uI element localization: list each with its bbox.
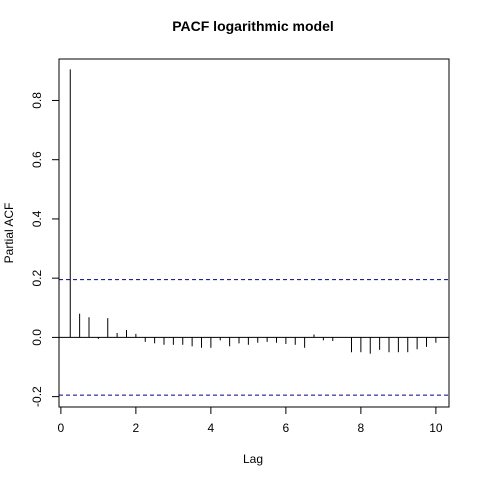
- x-tick-label: 2: [133, 421, 140, 435]
- x-tick-label: 6: [283, 421, 290, 435]
- x-tick-label: 0: [58, 421, 65, 435]
- pacf-bars: [69, 69, 437, 354]
- y-tick-label: 0.8: [30, 92, 44, 109]
- x-tick-label: 4: [208, 421, 215, 435]
- y-tick-label: 0.2: [30, 270, 44, 287]
- y-axis: -0.2 0.0 0.2 0.4 0.6 0.8: [30, 92, 60, 407]
- y-tick-label: 0.6: [30, 151, 44, 168]
- y-tick-label: 0.0: [30, 329, 44, 346]
- x-axis: 0 2 4 6 8 10: [58, 406, 443, 435]
- confidence-bounds: [59, 279, 449, 396]
- x-axis-label: Lag: [243, 452, 263, 466]
- y-axis-label: Partial ACF: [2, 203, 16, 264]
- y-tick-label: 0.4: [30, 210, 44, 227]
- y-tick-label: -0.2: [30, 386, 44, 407]
- chart-title: PACF logarithmic model: [172, 18, 334, 34]
- x-tick-label: 8: [358, 421, 365, 435]
- x-tick-label: 10: [429, 421, 443, 435]
- plot-frame: [58, 58, 450, 408]
